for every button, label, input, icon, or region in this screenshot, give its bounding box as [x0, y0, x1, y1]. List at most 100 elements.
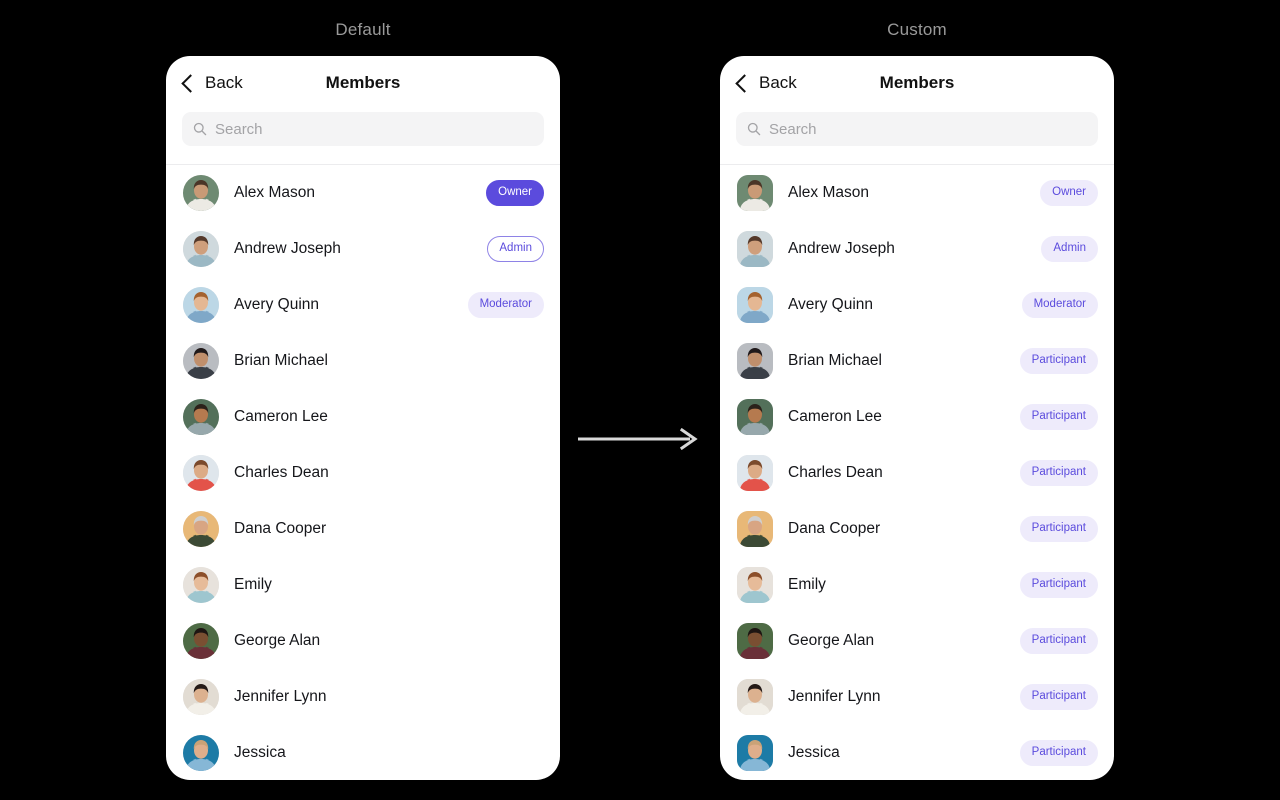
role-badge-slot: Participant	[1002, 683, 1098, 711]
member-name: Dana Cooper	[788, 520, 881, 537]
member-row[interactable]: Emily Participant	[720, 557, 1114, 613]
member-row[interactable]: Jessica Participant	[720, 725, 1114, 780]
member-row[interactable]: Avery Quinn Moderator	[166, 277, 560, 333]
search-container: Search	[720, 110, 1114, 164]
member-name: Charles Dean	[234, 464, 329, 481]
status-badge[interactable]: Participant	[1019, 683, 1098, 711]
search-icon	[193, 122, 207, 136]
member-row[interactable]: Brian Michael	[166, 333, 560, 389]
avatar	[737, 343, 773, 379]
search-icon	[747, 122, 761, 136]
search-container: Search	[166, 110, 560, 164]
member-row[interactable]: Charles Dean Participant	[720, 445, 1114, 501]
arrow-right-icon	[578, 428, 698, 450]
member-row[interactable]: Emily	[166, 557, 560, 613]
status-badge[interactable]: Participant	[1019, 459, 1098, 487]
role-badge-slot: Admin	[1002, 235, 1098, 263]
member-name: Alex Mason	[234, 184, 315, 201]
chevron-left-icon	[181, 73, 200, 93]
member-row[interactable]: Dana Cooper	[166, 501, 560, 557]
role-badge-slot: Moderator	[1002, 291, 1098, 319]
member-name: Dana Cooper	[234, 520, 327, 537]
avatar	[183, 567, 219, 603]
role-badge-slot: Owner	[486, 179, 544, 207]
member-row[interactable]: Brian Michael Participant	[720, 333, 1114, 389]
member-row[interactable]: George Alan	[166, 613, 560, 669]
member-row[interactable]: Cameron Lee Participant	[720, 389, 1114, 445]
chevron-left-icon	[735, 73, 754, 93]
member-name: Andrew Joseph	[788, 240, 895, 257]
avatar	[737, 231, 773, 267]
status-badge[interactable]: Admin	[1041, 235, 1098, 263]
member-row[interactable]: Alex Mason Owner	[166, 165, 560, 221]
caption-custom: Custom	[887, 20, 947, 39]
status-badge[interactable]: Participant	[1019, 347, 1098, 375]
search-input[interactable]: Search	[182, 112, 544, 146]
status-badge[interactable]: Participant	[1019, 515, 1098, 543]
role-badge-slot: Participant	[1002, 459, 1098, 487]
status-badge[interactable]: Owner	[486, 179, 544, 207]
status-badge[interactable]: Participant	[1019, 627, 1098, 655]
member-row[interactable]: Jennifer Lynn Participant	[720, 669, 1114, 725]
back-button[interactable]: Back	[181, 73, 243, 93]
avatar	[183, 175, 219, 211]
member-name: Brian Michael	[234, 352, 328, 369]
member-name: Andrew Joseph	[234, 240, 341, 257]
avatar	[737, 511, 773, 547]
avatar	[183, 455, 219, 491]
avatar	[183, 735, 219, 771]
member-row[interactable]: Charles Dean	[166, 445, 560, 501]
member-row[interactable]: Andrew Joseph Admin	[720, 221, 1114, 277]
status-badge[interactable]: Admin	[487, 235, 544, 263]
member-name: Emily	[788, 576, 826, 593]
role-badge-slot: Participant	[1002, 571, 1098, 599]
header-divider	[166, 164, 560, 165]
status-badge[interactable]: Participant	[1019, 403, 1098, 431]
member-row[interactable]: Dana Cooper Participant	[720, 501, 1114, 557]
member-name: George Alan	[788, 632, 875, 649]
member-name: Avery Quinn	[788, 296, 874, 313]
avatar	[183, 399, 219, 435]
role-badge-slot: Moderator	[467, 291, 544, 319]
search-input[interactable]: Search	[736, 112, 1098, 146]
role-badge-slot: Owner	[1002, 179, 1098, 207]
search-placeholder: Search	[215, 120, 263, 138]
member-list-custom[interactable]: Alex Mason Owner Andrew Joseph Admin Avery Q…	[720, 165, 1114, 780]
member-name: Emily	[234, 576, 272, 593]
status-badge[interactable]: Owner	[1040, 179, 1098, 207]
avatar	[183, 343, 219, 379]
member-row[interactable]: George Alan Participant	[720, 613, 1114, 669]
member-row[interactable]: Jennifer Lynn	[166, 669, 560, 725]
member-row[interactable]: Cameron Lee	[166, 389, 560, 445]
member-row[interactable]: Andrew Joseph Admin	[166, 221, 560, 277]
avatar	[183, 287, 219, 323]
status-badge[interactable]: Participant	[1019, 571, 1098, 599]
navbar-default: Back Members	[166, 56, 560, 110]
member-name: Jennifer Lynn	[788, 688, 881, 705]
avatar	[737, 567, 773, 603]
avatar	[737, 455, 773, 491]
member-list-default[interactable]: Alex Mason Owner Andrew Joseph Admin Avery Q…	[166, 165, 560, 780]
role-badge-slot: Participant	[1002, 403, 1098, 431]
avatar	[737, 679, 773, 715]
role-badge-slot: Admin	[487, 235, 544, 263]
avatar	[737, 623, 773, 659]
avatar	[737, 735, 773, 771]
status-badge[interactable]: Moderator	[467, 291, 544, 319]
member-name: Charles Dean	[788, 464, 883, 481]
avatar	[737, 287, 773, 323]
role-badge-slot: Participant	[1002, 739, 1098, 767]
status-badge[interactable]: Moderator	[1021, 291, 1098, 319]
member-name: George Alan	[234, 632, 321, 649]
role-badge-slot: Participant	[1002, 347, 1098, 375]
status-badge[interactable]: Participant	[1019, 739, 1098, 767]
member-row[interactable]: Avery Quinn Moderator	[720, 277, 1114, 333]
member-row[interactable]: Jessica	[166, 725, 560, 780]
member-name: Jennifer Lynn	[234, 688, 327, 705]
member-row[interactable]: Alex Mason Owner	[720, 165, 1114, 221]
role-badge-slot: Participant	[1002, 515, 1098, 543]
back-button[interactable]: Back	[735, 73, 797, 93]
member-name: Brian Michael	[788, 352, 882, 369]
role-badge-slot: Participant	[1002, 627, 1098, 655]
